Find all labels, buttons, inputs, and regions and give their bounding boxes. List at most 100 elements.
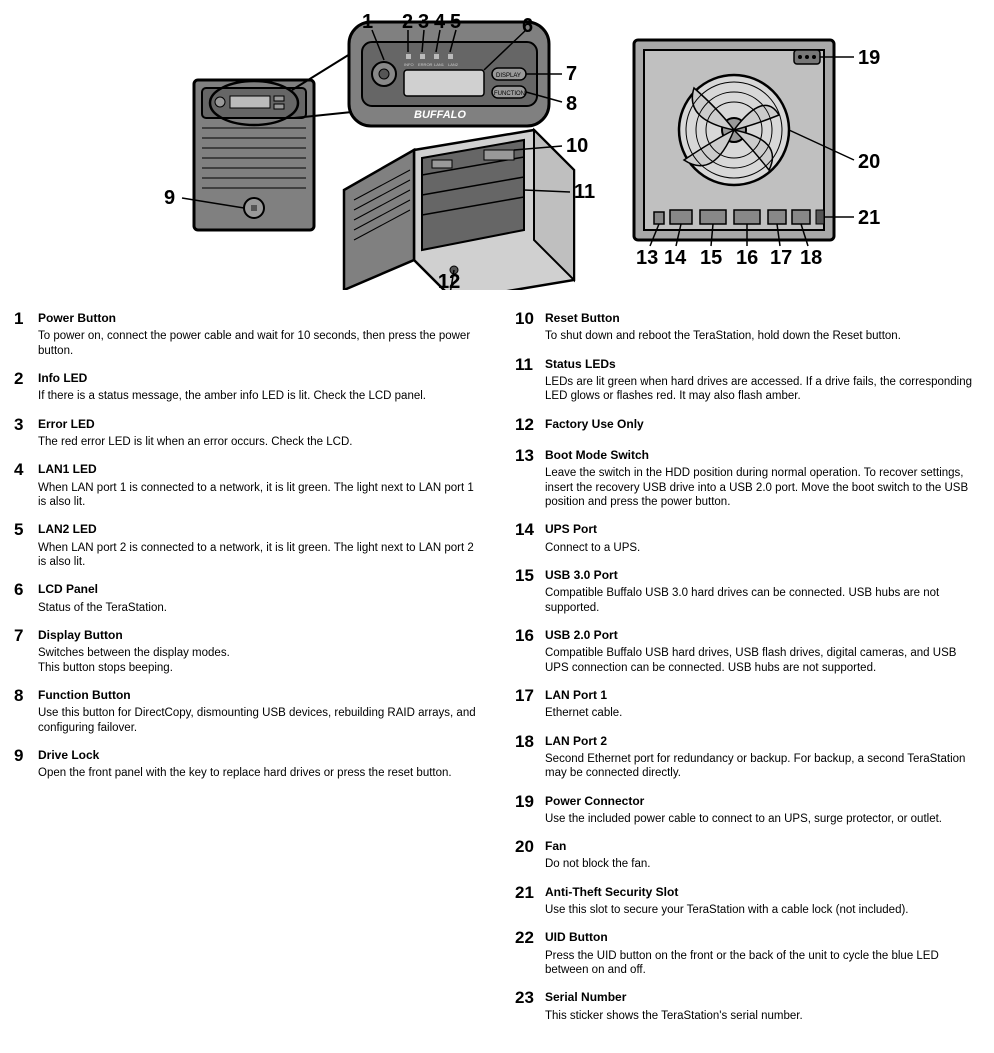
legend-item-desc: Leave the switch in the HDD position dur…	[545, 466, 980, 509]
legend-item: 14UPS PortConnect to a UPS.	[515, 519, 980, 555]
legend-item-title: Power Connector	[545, 794, 644, 808]
legend-item: 20Fan Do not block the fan.	[515, 836, 980, 872]
legend-item-title: Reset Button	[545, 311, 620, 325]
svg-text:LAN1: LAN1	[434, 62, 445, 67]
legend-item-number: 22	[515, 927, 545, 948]
legend-item-number: 16	[515, 625, 545, 646]
legend-item-desc: Use this button for DirectCopy, dismount…	[38, 706, 479, 735]
callout-3: 3	[418, 11, 429, 33]
callout-2: 2	[402, 11, 413, 33]
legend-item: 13Boot Mode SwitchLeave the switch in th…	[515, 445, 980, 509]
legend-item-desc: If there is a status message, the amber …	[38, 389, 479, 403]
legend-item: 15USB 3.0 PortCompatible Buffalo USB 3.0…	[515, 565, 980, 615]
control-panel-zoom: INFO ERROR LAN1 LAN2 DISPLAY FUNCTION BU…	[349, 11, 577, 126]
legend-item-number: 9	[14, 745, 38, 766]
legend-item-desc: Switches between the display modes.	[38, 646, 479, 660]
legend-item-title: Factory Use Only	[545, 417, 644, 431]
legend-item: 18LAN Port 2Second Ethernet port for red…	[515, 731, 980, 781]
legend-item: 4LAN1 LEDWhen LAN port 1 is connected to…	[14, 459, 479, 509]
legend-item-desc: Do not block the fan.	[545, 857, 980, 871]
legend-item-title: LAN Port 1	[545, 688, 607, 702]
legend-right-column: 10Reset Button To shut down and reboot th…	[515, 308, 980, 1033]
legend-item-title: Display Button	[38, 628, 123, 642]
legend-item-number: 21	[515, 882, 545, 903]
legend-item: 17LAN Port 1Ethernet cable.	[515, 685, 980, 721]
legend-item-title: UPS Port	[545, 522, 597, 536]
svg-text:12: 12	[438, 271, 460, 290]
legend-item-number: 2	[14, 368, 38, 389]
callout-1: 1	[362, 11, 373, 33]
callout-5: 5	[450, 11, 461, 33]
svg-text:INFO: INFO	[404, 62, 414, 67]
callout-8: 8	[566, 93, 577, 115]
legend-item-desc: This sticker shows the TeraStation's ser…	[545, 1009, 980, 1023]
callout-15: 15	[700, 247, 722, 269]
legend-item-number: 11	[515, 354, 545, 375]
legend-item-desc: To power on, connect the power cable and…	[38, 329, 479, 358]
legend-item-number: 10	[515, 308, 545, 329]
legend-item: 22UID ButtonPress the UID button on the …	[515, 927, 980, 977]
legend-item-title: Boot Mode Switch	[545, 448, 649, 462]
callout-17: 17	[770, 247, 792, 269]
callout-10: 10	[566, 135, 588, 157]
callout-20: 20	[858, 151, 880, 173]
legend-item: 12Factory Use Only	[515, 414, 980, 435]
callout-21: 21	[858, 207, 880, 229]
legend-item-title: UID Button	[545, 930, 608, 944]
legend-item-desc: To shut down and reboot the TeraStation,…	[545, 329, 980, 343]
device-open-front: 10 11 12 12	[344, 130, 595, 290]
legend-item-title: Power Button	[38, 311, 116, 325]
legend-item-desc: Use the included power cable to connect …	[545, 812, 980, 826]
legend-item-title: Function Button	[38, 688, 131, 702]
legend-item-desc: Compatible Buffalo USB 3.0 hard drives c…	[545, 586, 980, 615]
legend-item-number: 8	[14, 685, 38, 706]
legend-item-number: 20	[515, 836, 545, 857]
legend-item-title: Serial Number	[545, 990, 626, 1004]
legend-item: 2Info LED If there is a status message, t…	[14, 368, 479, 404]
legend-item: 21Anti-Theft Security Slot Use this slot …	[515, 882, 980, 918]
legend-item-desc: Compatible Buffalo USB hard drives, USB …	[545, 646, 980, 675]
svg-text:LAN2: LAN2	[448, 62, 459, 67]
legend-item-number: 12	[515, 414, 545, 435]
legend-item-title: Error LED	[38, 417, 95, 431]
legend-item-number: 5	[14, 519, 38, 540]
brand-label: BUFFALO	[414, 109, 466, 121]
legend-item: 6LCD PanelStatus of the TeraStation.	[14, 579, 479, 615]
legend-item-title: Fan	[545, 839, 566, 853]
legend-item-number: 1	[14, 308, 38, 329]
legend-item-title: Info LED	[38, 371, 87, 385]
device-rear: 19 20 21 13 14 15 16 17 18	[634, 40, 880, 269]
callout-11: 11	[574, 181, 595, 203]
legend-item-number: 14	[515, 519, 545, 540]
legend-item-number: 19	[515, 791, 545, 812]
legend-item-desc: LEDs are lit green when hard drives are …	[545, 375, 980, 404]
legend-item-title: Drive Lock	[38, 748, 99, 762]
legend-item-desc: Status of the TeraStation.	[38, 601, 479, 615]
svg-text:DISPLAY: DISPLAY	[496, 73, 521, 79]
legend-item-number: 15	[515, 565, 545, 586]
legend-item: 7Display Button Switches between the disp…	[14, 625, 479, 675]
legend-item-number: 6	[14, 579, 38, 600]
legend-item-desc: Second Ethernet port for redundancy or b…	[545, 752, 980, 781]
callout-16: 16	[736, 247, 758, 269]
diagram-area: INFO ERROR LAN1 LAN2 DISPLAY FUNCTION BU…	[14, 10, 980, 290]
legend-item-desc: Use this slot to secure your TeraStation…	[545, 903, 980, 917]
legend-item-desc: When LAN port 2 is connected to a networ…	[38, 541, 479, 570]
legend-item-desc: The red error LED is lit when an error o…	[38, 435, 479, 449]
legend-item: 5LAN2 LEDWhen LAN port 2 is connected to…	[14, 519, 479, 569]
legend-item-desc: Open the front panel with the key to rep…	[38, 766, 479, 780]
legend-item-number: 18	[515, 731, 545, 752]
svg-text:ERROR: ERROR	[418, 62, 433, 67]
callout-7: 7	[566, 63, 577, 85]
legend-item-number: 4	[14, 459, 38, 480]
legend-item: 1Power Button To power on, connect the po…	[14, 308, 479, 358]
legend-item-number: 17	[515, 685, 545, 706]
legend-item-number: 7	[14, 625, 38, 646]
callout-14: 14	[664, 247, 687, 269]
legend-item-desc: This button stops beeping.	[38, 661, 479, 675]
callout-9: 9	[164, 187, 175, 209]
legend-item-number: 23	[515, 987, 545, 1008]
callout-18: 18	[800, 247, 822, 269]
device-front: 9	[164, 54, 352, 230]
legend-item-title: Anti-Theft Security Slot	[545, 885, 678, 899]
